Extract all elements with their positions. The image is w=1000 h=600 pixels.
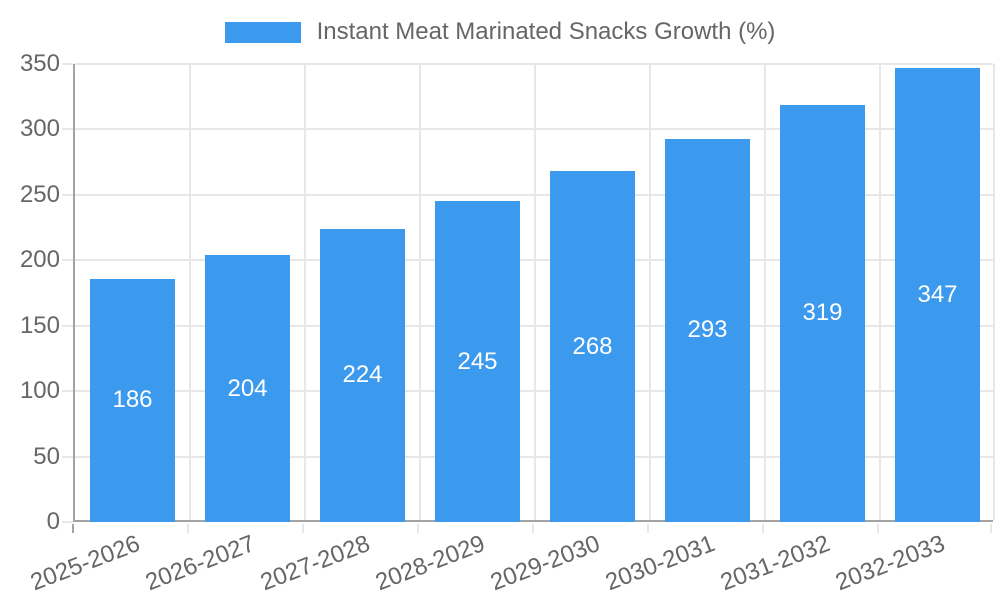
v-gridline [304,64,306,520]
bar[interactable]: 293 [665,138,750,522]
x-tick-mark [72,524,74,533]
y-tick-label: 0 [46,508,60,535]
y-tick-mark [62,193,73,196]
bar-value-label: 347 [917,280,958,308]
legend-swatch [224,21,301,43]
y-tick-label: 150 [19,311,60,339]
bar-value-label: 186 [112,386,153,414]
v-gridline [189,64,191,520]
bar[interactable]: 186 [90,278,175,522]
y-tick-label: 200 [19,246,60,274]
v-gridline [419,64,421,520]
bar-value-label: 204 [227,374,268,402]
legend-label: Instant Meat Marinated Snacks Growth (%) [316,18,776,45]
bar[interactable]: 347 [895,67,980,522]
x-tick-mark [532,524,534,533]
bar[interactable]: 204 [205,255,290,522]
bar-value-label: 224 [342,361,383,389]
bar-value-label: 245 [457,347,498,375]
x-tick-mark [187,524,189,533]
plot-area: 186 204 224 245 268 293 319 347 [73,63,995,522]
x-tick-mark [762,524,764,533]
x-tick-mark [647,524,649,533]
x-tick-mark [417,524,419,533]
v-gridline [764,64,766,520]
y-tick-mark [62,63,73,65]
y-tick-label: 300 [19,115,60,143]
v-gridline [993,64,995,520]
y-tick-mark [62,390,73,393]
y-tick-mark [62,521,73,523]
y-tick-label: 250 [19,180,60,208]
y-tick-mark [62,128,73,131]
bar-value-label: 319 [802,299,843,327]
x-tick-mark [302,524,304,533]
bar[interactable]: 245 [435,201,520,522]
v-gridline [649,64,651,520]
y-tick-label: 50 [33,442,60,470]
y-tick-mark [62,259,73,262]
bar[interactable]: 319 [780,104,865,522]
y-tick-mark [62,455,73,458]
legend-item[interactable]: Instant Meat Marinated Snacks Growth (%) [0,18,1000,45]
y-tick-mark [62,324,73,327]
bar-value-label: 293 [687,316,728,344]
v-gridline [534,64,536,520]
v-gridline [879,64,881,520]
x-tick-mark [877,524,879,533]
bar-value-label: 268 [572,332,613,360]
y-tick-label: 100 [19,377,60,405]
bar[interactable]: 224 [320,228,405,522]
bar[interactable]: 268 [550,171,635,522]
y-tick-label: 350 [19,50,60,77]
x-tick-mark [990,524,992,533]
